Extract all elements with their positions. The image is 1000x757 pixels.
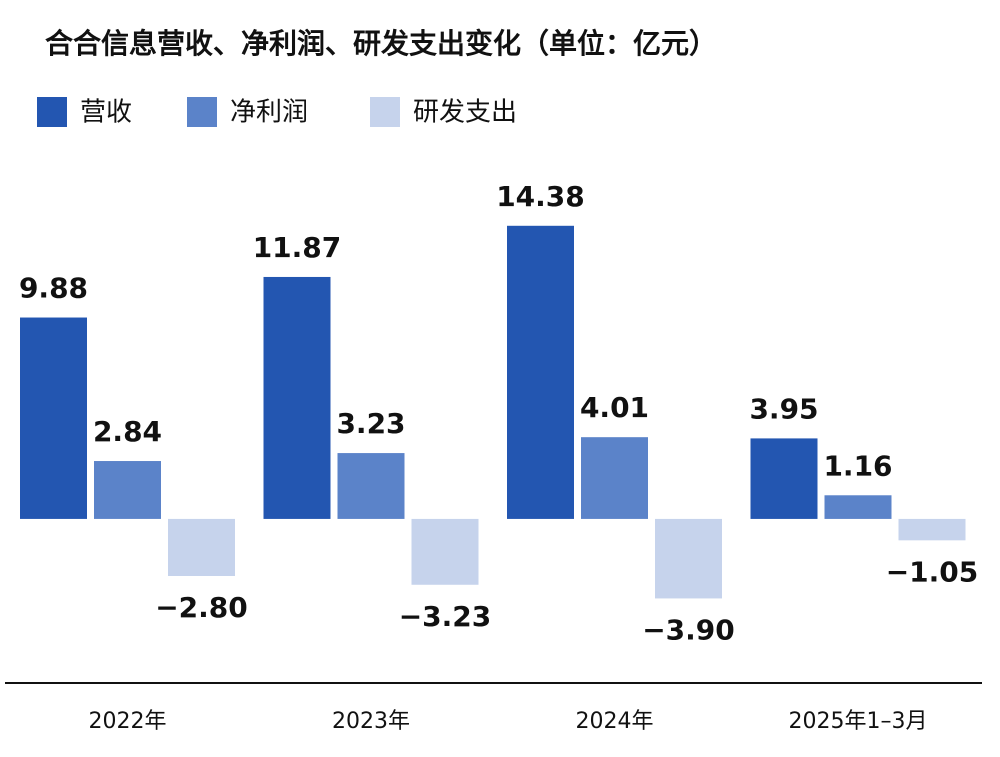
legend-swatch bbox=[187, 97, 217, 127]
data-label: −3.23 bbox=[399, 600, 492, 633]
legend-label: 研发支出 bbox=[413, 98, 517, 128]
x-tick-label: 2023年 bbox=[332, 709, 410, 734]
bar bbox=[824, 495, 892, 519]
data-label: −2.80 bbox=[155, 591, 248, 624]
x-tick-label: 2024年 bbox=[576, 709, 654, 734]
bar bbox=[898, 518, 966, 541]
data-label: 2.84 bbox=[93, 415, 162, 448]
legend-swatch bbox=[370, 97, 400, 127]
x-tick-label: 2025年1–3月 bbox=[789, 709, 928, 734]
data-label: 4.01 bbox=[580, 391, 649, 424]
data-label: 9.88 bbox=[19, 272, 88, 305]
bar bbox=[168, 518, 235, 576]
bar bbox=[750, 438, 818, 519]
legend-label: 净利润 bbox=[230, 98, 308, 128]
data-label: −1.05 bbox=[886, 555, 979, 588]
x-tick-label: 2022年 bbox=[89, 709, 167, 734]
bar bbox=[337, 453, 405, 519]
data-label: 3.95 bbox=[749, 392, 818, 425]
bar bbox=[263, 276, 331, 519]
bar bbox=[581, 437, 648, 519]
legend-label: 营收 bbox=[80, 98, 132, 128]
data-label: 3.23 bbox=[336, 407, 405, 440]
bar bbox=[507, 225, 574, 519]
bar bbox=[411, 518, 479, 585]
data-label: 1.16 bbox=[823, 449, 892, 482]
data-label: 14.38 bbox=[496, 180, 585, 213]
data-label: −3.90 bbox=[642, 613, 735, 646]
chart-title: 合合信息营收、净利润、研发支出变化（单位：亿元） bbox=[45, 27, 717, 60]
data-label: 11.87 bbox=[253, 231, 342, 264]
bar bbox=[94, 461, 161, 519]
bar bbox=[655, 518, 722, 599]
legend-swatch bbox=[37, 97, 67, 127]
bar bbox=[20, 317, 87, 519]
